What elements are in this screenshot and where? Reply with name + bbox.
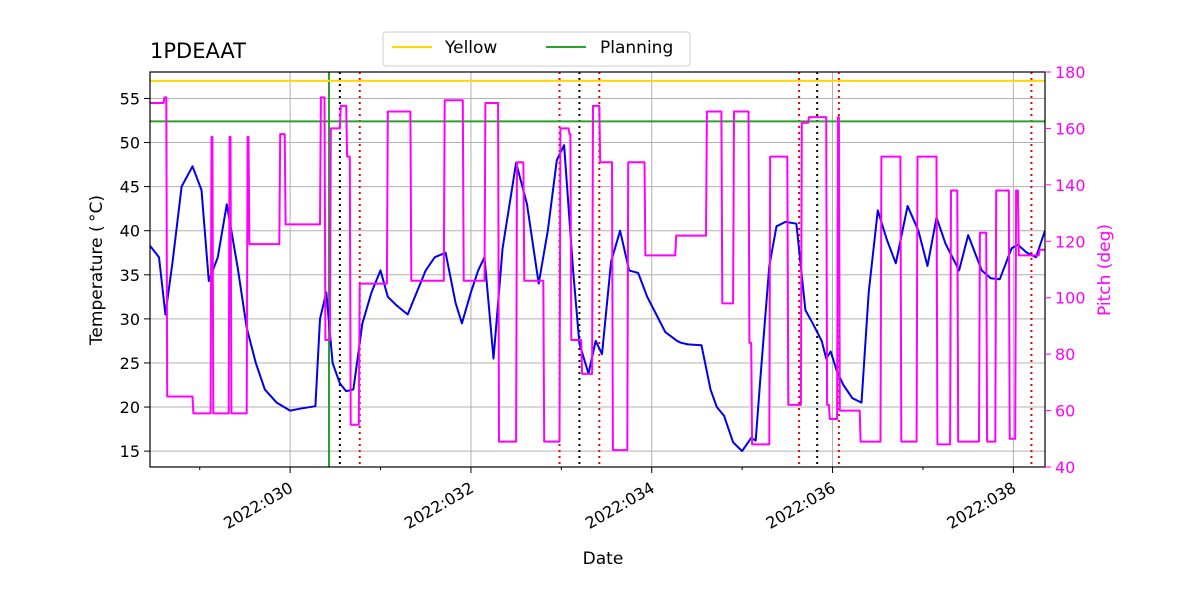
y-tick-label: 45 xyxy=(120,178,140,197)
legend: Yellow Planning xyxy=(382,31,691,67)
grid-lines xyxy=(150,72,1045,467)
y-tick-label: 50 xyxy=(120,134,140,153)
y-tick-label: 40 xyxy=(120,222,140,241)
limit-horizontal-lines xyxy=(150,79,1045,123)
y-tick-label: 20 xyxy=(120,398,140,417)
y2-axis-label: Pitch (deg) xyxy=(1095,224,1115,316)
legend-label-planning: Planning xyxy=(600,38,673,58)
y2-tick-label: 40 xyxy=(1055,458,1075,477)
event-vertical-lines xyxy=(328,72,1033,467)
y2-tick-label: 140 xyxy=(1055,176,1086,195)
y-tick-label: 35 xyxy=(120,266,140,285)
y-axis-ticks: 15 20 25 30 35 40 45 50 55 xyxy=(120,89,150,461)
y2-tick-label: 60 xyxy=(1055,402,1075,421)
y-tick-label: 25 xyxy=(120,354,140,373)
legend-box xyxy=(382,31,691,67)
data-series xyxy=(150,96,1045,453)
y2-tick-label: 80 xyxy=(1055,345,1075,364)
y2-tick-label: 160 xyxy=(1055,119,1086,138)
plot-frame xyxy=(149,71,1046,468)
y2-tick-label: 120 xyxy=(1055,232,1086,251)
legend-label-yellow: Yellow xyxy=(444,38,497,58)
y-tick-label: 30 xyxy=(120,310,140,329)
y2-axis-ticks: 40 60 80 100 120 140 160 180 xyxy=(1045,63,1086,477)
temperature-series-line xyxy=(150,144,1045,453)
y-axis-label: Temperature ( °C) xyxy=(87,195,107,346)
pitch-series-line xyxy=(150,96,1045,452)
y-tick-label: 55 xyxy=(120,89,140,108)
y2-tick-label: 180 xyxy=(1055,63,1086,82)
chart-title: 1PDEAAT xyxy=(150,39,246,63)
x-axis-label: Date xyxy=(583,549,624,569)
y-tick-label: 15 xyxy=(120,442,140,461)
y2-tick-label: 100 xyxy=(1055,289,1086,308)
